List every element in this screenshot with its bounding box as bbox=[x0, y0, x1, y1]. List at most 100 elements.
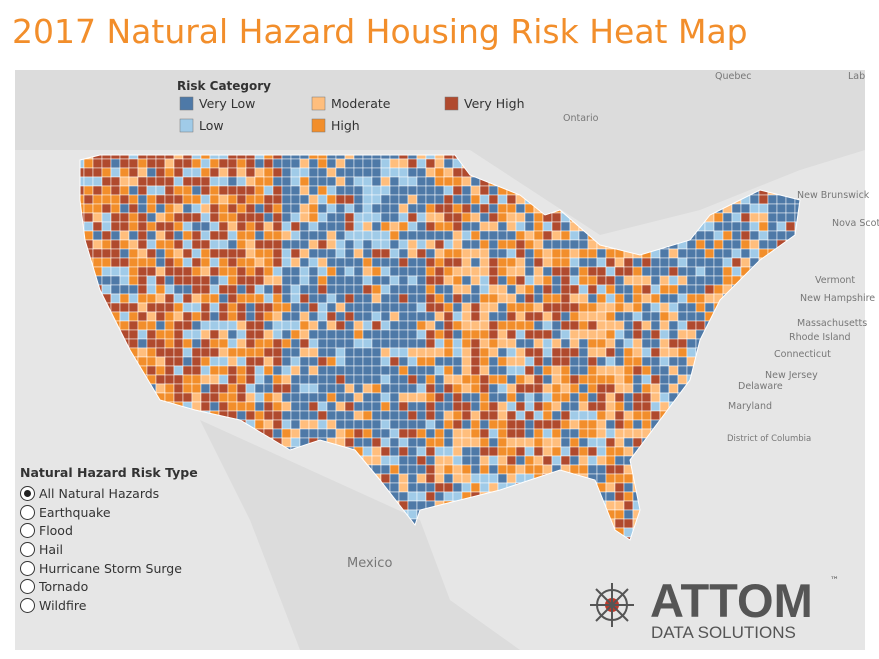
county-cell bbox=[578, 293, 589, 304]
county-cell bbox=[353, 329, 364, 340]
county-cell bbox=[596, 338, 607, 349]
county-cell bbox=[281, 266, 292, 277]
county-cell bbox=[398, 311, 409, 322]
county-cell bbox=[542, 329, 553, 340]
county-cell bbox=[398, 275, 409, 286]
filter-option[interactable]: All Natural Hazards bbox=[20, 484, 198, 503]
filter-option[interactable]: Earthquake bbox=[20, 503, 198, 522]
county-cell bbox=[470, 455, 481, 466]
county-cell bbox=[443, 455, 454, 466]
radio-button[interactable] bbox=[20, 560, 35, 576]
county-cell bbox=[83, 203, 94, 214]
option-label[interactable]: All Natural Hazards bbox=[39, 485, 160, 501]
county-cell bbox=[200, 320, 211, 331]
filter-option[interactable]: Hurricane Storm Surge bbox=[20, 559, 198, 578]
county-cell bbox=[452, 455, 463, 466]
county-cell bbox=[461, 194, 472, 205]
county-cell bbox=[605, 392, 616, 403]
option-label[interactable]: Hurricane Storm Surge bbox=[39, 560, 182, 576]
county-cell bbox=[605, 419, 616, 430]
county-cell bbox=[389, 437, 400, 448]
county-cell bbox=[272, 212, 283, 223]
county-cell bbox=[524, 383, 535, 394]
county-cell bbox=[452, 482, 463, 493]
radio-button[interactable] bbox=[20, 597, 35, 613]
county-cell bbox=[263, 419, 274, 430]
county-cell bbox=[308, 275, 319, 286]
county-cell bbox=[506, 293, 517, 304]
county-cell bbox=[587, 374, 598, 385]
county-cell bbox=[290, 284, 301, 295]
county-cell bbox=[146, 212, 157, 223]
county-cell bbox=[695, 239, 706, 250]
county-cell bbox=[551, 293, 562, 304]
county-cell bbox=[344, 293, 355, 304]
county-cell bbox=[245, 410, 256, 421]
logo-mark: ™ bbox=[830, 576, 839, 586]
county-cell bbox=[263, 401, 274, 412]
county-cell bbox=[317, 176, 328, 187]
county-cell bbox=[677, 320, 688, 331]
radio-button[interactable] bbox=[20, 541, 35, 557]
county-cell bbox=[362, 275, 373, 286]
county-cell bbox=[551, 257, 562, 268]
county-cell bbox=[587, 455, 598, 466]
county-cell bbox=[650, 356, 661, 367]
county-cell bbox=[533, 293, 544, 304]
county-cell bbox=[335, 266, 346, 277]
county-cell bbox=[245, 401, 256, 412]
county-cell bbox=[452, 464, 463, 475]
county-cell bbox=[362, 248, 373, 259]
county-cell bbox=[362, 446, 373, 457]
filter-option[interactable]: Wildfire bbox=[20, 596, 198, 615]
county-cell bbox=[371, 293, 382, 304]
county-cell bbox=[551, 374, 562, 385]
county-cell bbox=[335, 320, 346, 331]
county-cell bbox=[659, 302, 670, 313]
county-cell bbox=[182, 248, 193, 259]
radio-button[interactable] bbox=[20, 485, 35, 501]
legend-label: Very Low bbox=[199, 96, 255, 111]
county-cell bbox=[245, 194, 256, 205]
radio-button[interactable] bbox=[20, 523, 35, 539]
county-cell bbox=[659, 248, 670, 259]
option-label[interactable]: Tornado bbox=[39, 579, 89, 595]
option-label[interactable]: Flood bbox=[39, 523, 73, 539]
county-cell bbox=[461, 248, 472, 259]
county-cell bbox=[416, 185, 427, 196]
county-cell bbox=[614, 428, 625, 439]
county-cell bbox=[299, 230, 310, 241]
county-cell bbox=[173, 257, 184, 268]
county-cell bbox=[623, 329, 634, 340]
option-label[interactable]: Earthquake bbox=[39, 504, 111, 520]
filter-option[interactable]: Hail bbox=[20, 540, 198, 559]
county-cell bbox=[137, 203, 148, 214]
county-cell bbox=[425, 203, 436, 214]
county-cell bbox=[389, 203, 400, 214]
option-label[interactable]: Hail bbox=[39, 541, 64, 557]
county-cell bbox=[425, 392, 436, 403]
county-cell bbox=[227, 284, 238, 295]
option-label[interactable]: Wildfire bbox=[39, 597, 87, 613]
county-cell bbox=[605, 455, 616, 466]
filter-option[interactable]: Tornado bbox=[20, 577, 198, 596]
county-cell bbox=[155, 203, 166, 214]
county-cell bbox=[200, 158, 211, 169]
county-cell bbox=[164, 311, 175, 322]
county-cell bbox=[119, 230, 130, 241]
county-cell bbox=[425, 167, 436, 178]
radio-button[interactable] bbox=[20, 579, 35, 595]
county-cell bbox=[425, 248, 436, 259]
county-cell bbox=[551, 284, 562, 295]
radio-button[interactable] bbox=[20, 504, 35, 520]
filter-option[interactable]: Flood bbox=[20, 521, 198, 540]
county-cell bbox=[227, 338, 238, 349]
county-cell bbox=[281, 428, 292, 439]
county-cell bbox=[632, 374, 643, 385]
county-cell bbox=[101, 248, 112, 259]
county-cell bbox=[128, 167, 139, 178]
county-cell bbox=[164, 203, 175, 214]
county-cell bbox=[146, 203, 157, 214]
county-cell bbox=[371, 230, 382, 241]
county-cell bbox=[533, 401, 544, 412]
